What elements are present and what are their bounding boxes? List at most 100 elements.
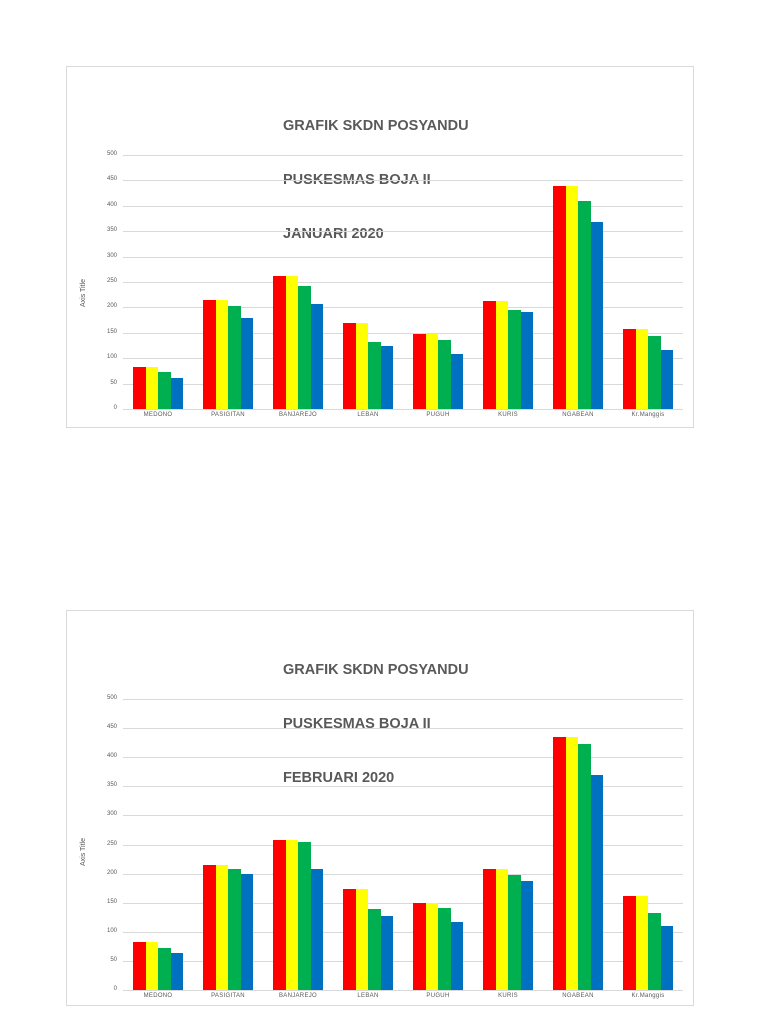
x-tick-label: PUGUH (426, 412, 450, 418)
gridline (123, 786, 683, 788)
y-tick-label: 150 (106, 328, 117, 335)
bar (215, 299, 228, 409)
y-tick-label: 200 (106, 869, 117, 876)
gridline (123, 990, 683, 991)
y-tick-label: 250 (106, 840, 117, 847)
gridline (123, 205, 683, 207)
gridline (123, 757, 683, 759)
bar (508, 310, 521, 409)
x-tick-label: PASIGITAN (211, 412, 245, 418)
x-tick-label: PUGUH (426, 993, 450, 999)
gridline (123, 155, 683, 156)
x-tick-label: BANJAREJO (278, 993, 318, 999)
bar (310, 868, 323, 990)
gridline (123, 960, 683, 962)
bar (438, 339, 451, 409)
bar (170, 953, 183, 990)
gridline (123, 332, 683, 334)
y-tick-label: 50 (110, 956, 117, 963)
bar (240, 317, 253, 409)
bar (483, 868, 496, 990)
bar (438, 907, 451, 990)
y-tick-label: 300 (106, 811, 117, 818)
bar (450, 921, 463, 990)
gridline (123, 180, 683, 182)
bar (355, 889, 368, 990)
y-tick-label: 500 (106, 151, 117, 157)
bar (578, 201, 591, 409)
bar (553, 186, 566, 409)
bar (343, 889, 356, 990)
y-axis-title: Axis Title (80, 278, 87, 307)
gridline (123, 699, 683, 700)
y-tick-label: 0 (113, 405, 117, 411)
x-tick-label: NGABEAN (562, 993, 594, 999)
bar (298, 286, 311, 409)
bar (520, 312, 533, 409)
x-tick-label: Kr.Manggis (631, 412, 665, 418)
bar (158, 372, 171, 409)
bar (343, 322, 356, 409)
gridline (123, 231, 683, 233)
gridline (123, 256, 683, 258)
plot-area (123, 699, 683, 991)
bar (285, 276, 298, 409)
y-tick-label: 150 (106, 898, 117, 905)
bar (240, 874, 253, 990)
x-tick-label: PASIGITAN (211, 993, 245, 999)
bar (483, 301, 496, 409)
gridline (123, 307, 683, 309)
bar (413, 333, 426, 409)
y-tick-label: 350 (106, 782, 117, 789)
bar (413, 903, 426, 990)
bar (648, 336, 661, 409)
bar (203, 299, 216, 409)
bar (660, 925, 673, 990)
bar (425, 903, 438, 990)
x-tick-label: LEBAN (357, 993, 379, 999)
y-tick-label: 100 (106, 354, 117, 361)
bar (450, 354, 463, 409)
chart-title-line2: PUSKESMAS BOJA II (283, 172, 431, 188)
bar (298, 841, 311, 990)
y-tick-label: 500 (106, 695, 117, 701)
bar (635, 895, 648, 990)
bar (170, 377, 183, 409)
y-tick-label: 450 (106, 176, 117, 183)
bar (355, 322, 368, 409)
x-tick-label: MEDONO (143, 993, 173, 999)
y-tick-label: 250 (106, 278, 117, 284)
bar (133, 367, 146, 409)
bar (635, 328, 648, 409)
x-tick-label: BANJAREJO (278, 412, 318, 418)
bar (660, 350, 673, 409)
chart-january: GRAFIK SKDN POSYANDU PUSKESMAS BOJA II J… (66, 66, 694, 428)
chart-title-line3: FEBRUARI 2020 (283, 770, 395, 786)
gridline (123, 844, 683, 846)
gridline (123, 358, 683, 360)
bar (285, 839, 298, 990)
gridline (123, 815, 683, 817)
y-tick-label: 100 (106, 927, 117, 934)
bar (158, 947, 171, 990)
bar (273, 276, 286, 409)
bar (368, 909, 381, 990)
bar (215, 865, 228, 990)
bar (623, 328, 636, 409)
gridline (123, 728, 683, 730)
bar (520, 880, 533, 990)
bar (228, 306, 241, 409)
bar (380, 915, 393, 990)
bar (565, 736, 578, 990)
plot-area (123, 155, 683, 410)
chart-title-line2: PUSKESMAS BOJA II (283, 716, 431, 732)
y-tick-label: 450 (106, 724, 117, 731)
bar (368, 341, 381, 409)
y-tick-label: 200 (106, 303, 117, 310)
bar (310, 303, 323, 409)
y-tick-label: 0 (113, 986, 117, 992)
bar (203, 865, 216, 990)
bar (380, 345, 393, 409)
chart-title: GRAFIK SKDN POSYANDU PUSKESMAS BOJA II F… (283, 625, 469, 823)
bar (425, 333, 438, 409)
